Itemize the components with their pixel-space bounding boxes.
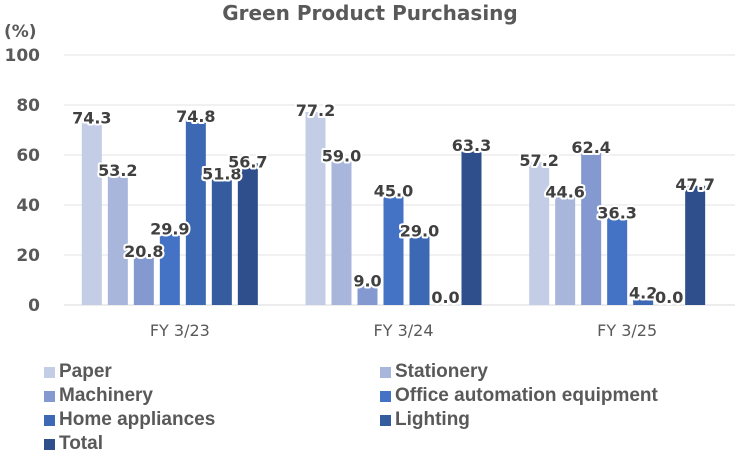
data-label: 0.0 xyxy=(655,288,683,307)
bar-paper xyxy=(81,119,102,305)
y-tick-label: 80 xyxy=(16,96,40,116)
data-label: 56.7 xyxy=(228,152,267,171)
data-label: 63.3 xyxy=(452,136,491,155)
bar-office-automation-equipment xyxy=(607,214,628,305)
x-tick-label: FY 3/25 xyxy=(597,321,657,340)
data-label: 9.0 xyxy=(353,272,381,291)
bar-chart: Green Product Purchasing (%) 0 20 40 60 80 10… xyxy=(4,1,735,340)
chart-title: Green Product Purchasing xyxy=(222,1,517,25)
bar-home-appliances xyxy=(633,294,654,305)
data-label: 53.2 xyxy=(98,161,137,180)
legend-item: Lighting xyxy=(380,408,710,432)
legend-label: Machinery xyxy=(59,385,153,406)
bar-total xyxy=(685,185,706,305)
data-labels: 74.3 53.2 20.8 29.9 74.8 51.856.7 77.2 59.0 9.0 4… xyxy=(70,99,717,309)
y-tick-label: 20 xyxy=(16,246,40,266)
data-label: 74.8 xyxy=(176,107,215,126)
legend-item: Stationery xyxy=(380,360,710,384)
legend-item: Home appliances xyxy=(44,408,380,432)
bar-paper xyxy=(305,112,326,305)
bar-stationery xyxy=(555,193,576,305)
data-label: 59.0 xyxy=(322,147,361,166)
y-tick-label: 40 xyxy=(16,196,40,216)
x-tick-label: FY 3/23 xyxy=(150,321,210,340)
y-tick-label: 60 xyxy=(16,146,40,166)
bar-stationery xyxy=(107,172,128,305)
legend-swatch-icon xyxy=(44,366,55,378)
legend-label: Lighting xyxy=(395,409,470,430)
bar-machinery xyxy=(133,253,154,305)
data-label: 44.6 xyxy=(545,183,584,202)
bar-home-appliances xyxy=(185,118,206,305)
bar-total xyxy=(237,163,258,305)
legend-item: Paper xyxy=(44,360,380,384)
y-axis-ticks: 0 20 40 60 80 100 xyxy=(5,46,41,316)
legend-item: Machinery xyxy=(44,384,380,408)
legend-item: Office automation equipment xyxy=(380,384,710,408)
bar-home-appliances xyxy=(409,232,430,305)
data-label: 74.3 xyxy=(72,108,111,127)
bars xyxy=(81,112,706,305)
data-label: 47.7 xyxy=(675,175,714,194)
legend-swatch-icon xyxy=(380,366,391,378)
y-tick-label: 0 xyxy=(28,296,40,316)
data-label: 4.2 xyxy=(629,284,657,303)
legend-swatch-icon xyxy=(380,414,391,426)
legend: Paper Stationery Machinery Office automatio… xyxy=(44,360,734,456)
legend-label: Stationery xyxy=(395,361,488,382)
legend-label: Home appliances xyxy=(59,409,216,430)
legend-swatch-icon xyxy=(44,438,55,450)
data-label: 29.0 xyxy=(400,222,439,241)
legend-item: Total xyxy=(44,432,380,456)
legend-label: Paper xyxy=(59,361,112,382)
data-label: 36.3 xyxy=(597,203,636,222)
data-label: 62.4 xyxy=(571,138,610,157)
data-label: 20.8 xyxy=(124,242,163,261)
data-label: 57.2 xyxy=(519,151,558,170)
bar-total xyxy=(461,146,482,305)
data-label: 0.0 xyxy=(431,288,459,307)
y-tick-label: 100 xyxy=(5,46,41,66)
y-axis-unit-label: (%) xyxy=(4,22,37,42)
data-label: 51.8 xyxy=(202,165,241,184)
legend-swatch-icon xyxy=(380,390,391,402)
bar-stationery xyxy=(331,157,352,305)
bar-paper xyxy=(529,162,550,305)
data-label: 29.9 xyxy=(150,219,189,238)
bar-machinery xyxy=(581,149,602,305)
legend-swatch-icon xyxy=(44,390,55,402)
bar-office-automation-equipment xyxy=(159,230,180,305)
bar-office-automation-equipment xyxy=(383,192,404,305)
data-label: 45.0 xyxy=(374,182,413,201)
bar-lighting xyxy=(211,175,232,305)
bar-machinery xyxy=(357,282,378,305)
legend-label: Office automation equipment xyxy=(395,385,658,406)
legend-label: Total xyxy=(59,433,103,454)
x-tick-label: FY 3/24 xyxy=(374,321,434,340)
x-axis-ticks: FY 3/23 FY 3/24 FY 3/25 xyxy=(150,321,657,340)
legend-swatch-icon xyxy=(44,414,55,426)
data-label: 77.2 xyxy=(296,101,335,120)
